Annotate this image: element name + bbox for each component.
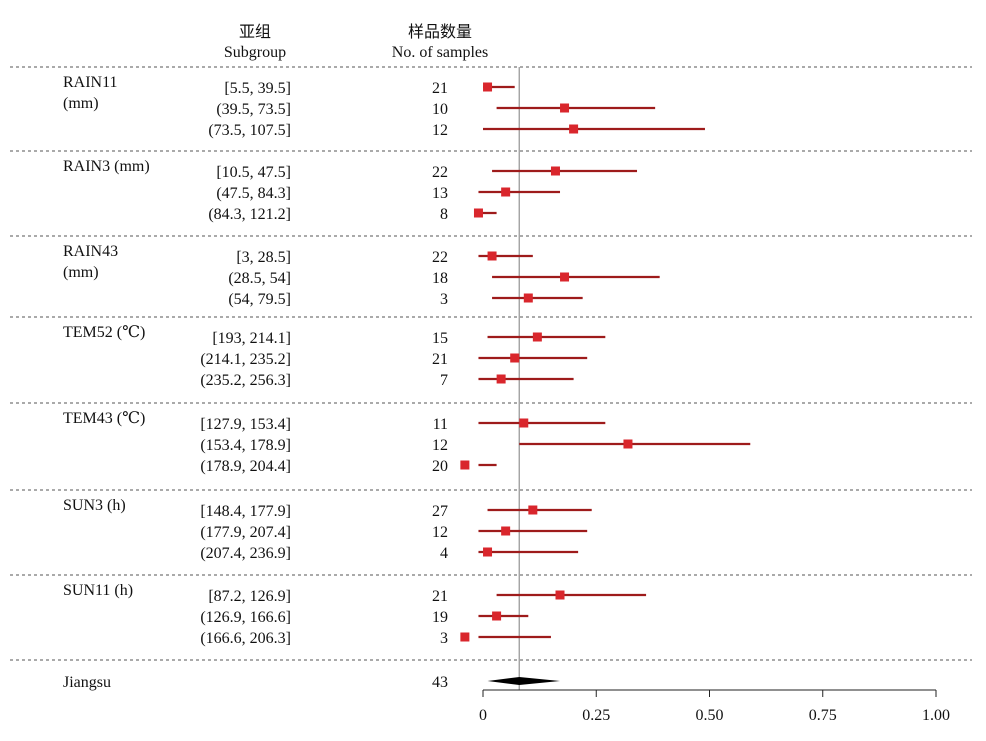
x-tick-label: 1.00: [922, 707, 950, 724]
group-label: RAIN3 (mm): [63, 158, 150, 175]
sample-count: 19: [432, 609, 448, 626]
point-estimate: [510, 353, 520, 363]
point-estimate: [483, 547, 493, 557]
x-tick-label: 0: [479, 707, 487, 724]
group-label: RAIN43: [63, 243, 118, 260]
interval-label: (207.4, 236.9]: [200, 545, 291, 562]
sample-count: 7: [440, 372, 448, 389]
group-label: SUN3 (h): [63, 497, 126, 514]
sample-count: 12: [432, 437, 448, 454]
point-estimate: [473, 208, 483, 218]
point-estimate: [519, 418, 529, 428]
interval-label: [87.2, 126.9]: [208, 588, 291, 605]
sample-count: 10: [432, 101, 448, 118]
interval-label: (166.6, 206.3]: [200, 630, 291, 647]
point-estimate: [523, 293, 533, 303]
sample-count: 12: [432, 122, 448, 139]
point-estimate: [483, 82, 493, 92]
interval-label: (214.1, 235.2]: [200, 351, 291, 368]
overall-label: Jiangsu: [63, 674, 111, 691]
x-tick-label: 0.50: [696, 707, 724, 724]
sample-count: 21: [432, 80, 448, 97]
overall-sample-count: 43: [432, 674, 448, 691]
group-label: (mm): [63, 95, 99, 112]
point-estimate: [550, 166, 560, 176]
interval-label: (73.5, 107.5]: [208, 122, 291, 139]
x-tick-label: 0.75: [809, 707, 837, 724]
interval-label: (84.3, 121.2]: [208, 206, 291, 223]
sample-count: 21: [432, 351, 448, 368]
interval-label: [3, 28.5]: [236, 249, 291, 266]
group-label: TEM43 (℃): [63, 410, 145, 427]
interval-label: (28.5, 54]: [228, 270, 291, 287]
sample-count: 15: [432, 330, 448, 347]
sample-count: 22: [432, 164, 448, 181]
interval-label: [10.5, 47.5]: [216, 164, 291, 181]
interval-label: (153.4, 178.9]: [200, 437, 291, 454]
point-estimate: [496, 374, 506, 384]
interval-label: [193, 214.1]: [212, 330, 291, 347]
overall-diamond: [487, 677, 561, 685]
interval-label: [5.5, 39.5]: [224, 80, 291, 97]
point-estimate: [623, 439, 633, 449]
point-estimate: [532, 332, 542, 342]
interval-label: (178.9, 204.4]: [200, 458, 291, 475]
point-estimate: [501, 526, 511, 536]
interval-label: (235.2, 256.3]: [200, 372, 291, 389]
sample-count: 8: [440, 206, 448, 223]
point-estimate: [555, 590, 565, 600]
sample-count: 13: [432, 185, 448, 202]
sample-count: 11: [433, 416, 448, 433]
subgroup-header-cn: 亚组: [239, 23, 271, 41]
sample-count: 3: [440, 291, 448, 308]
point-estimate: [460, 632, 470, 642]
samples-header-cn: 样品数量: [408, 23, 472, 41]
group-label: TEM52 (℃): [63, 324, 145, 341]
point-estimate: [528, 505, 538, 515]
group-label: (mm): [63, 264, 99, 281]
interval-label: (126.9, 166.6]: [200, 609, 291, 626]
point-estimate: [560, 103, 570, 113]
interval-label: (47.5, 84.3]: [216, 185, 291, 202]
point-estimate: [492, 611, 502, 621]
sample-count: 18: [432, 270, 448, 287]
point-estimate: [560, 272, 570, 282]
point-estimate: [487, 251, 497, 261]
samples-header-en: No. of samples: [392, 44, 488, 61]
sample-count: 4: [440, 545, 448, 562]
sample-count: 3: [440, 630, 448, 647]
subgroup-header-en: Subgroup: [224, 44, 286, 61]
point-estimate: [569, 124, 579, 134]
group-label: SUN11 (h): [63, 582, 133, 599]
group-label: RAIN11: [63, 74, 118, 91]
interval-label: (54, 79.5]: [228, 291, 291, 308]
sample-count: 27: [432, 503, 448, 520]
point-estimate: [460, 460, 470, 470]
interval-label: (39.5, 73.5]: [216, 101, 291, 118]
x-tick-label: 0.25: [582, 707, 610, 724]
interval-label: [127.9, 153.4]: [200, 416, 291, 433]
sample-count: 12: [432, 524, 448, 541]
interval-label: (177.9, 207.4]: [200, 524, 291, 541]
interval-label: [148.4, 177.9]: [200, 503, 291, 520]
sample-count: 20: [432, 458, 448, 475]
sample-count: 22: [432, 249, 448, 266]
sample-count: 21: [432, 588, 448, 605]
point-estimate: [501, 187, 511, 197]
